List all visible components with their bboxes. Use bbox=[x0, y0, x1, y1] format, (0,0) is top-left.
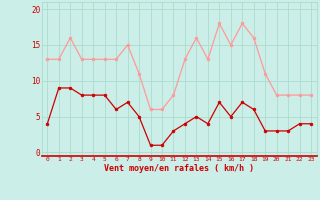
X-axis label: Vent moyen/en rafales ( km/h ): Vent moyen/en rafales ( km/h ) bbox=[104, 164, 254, 173]
